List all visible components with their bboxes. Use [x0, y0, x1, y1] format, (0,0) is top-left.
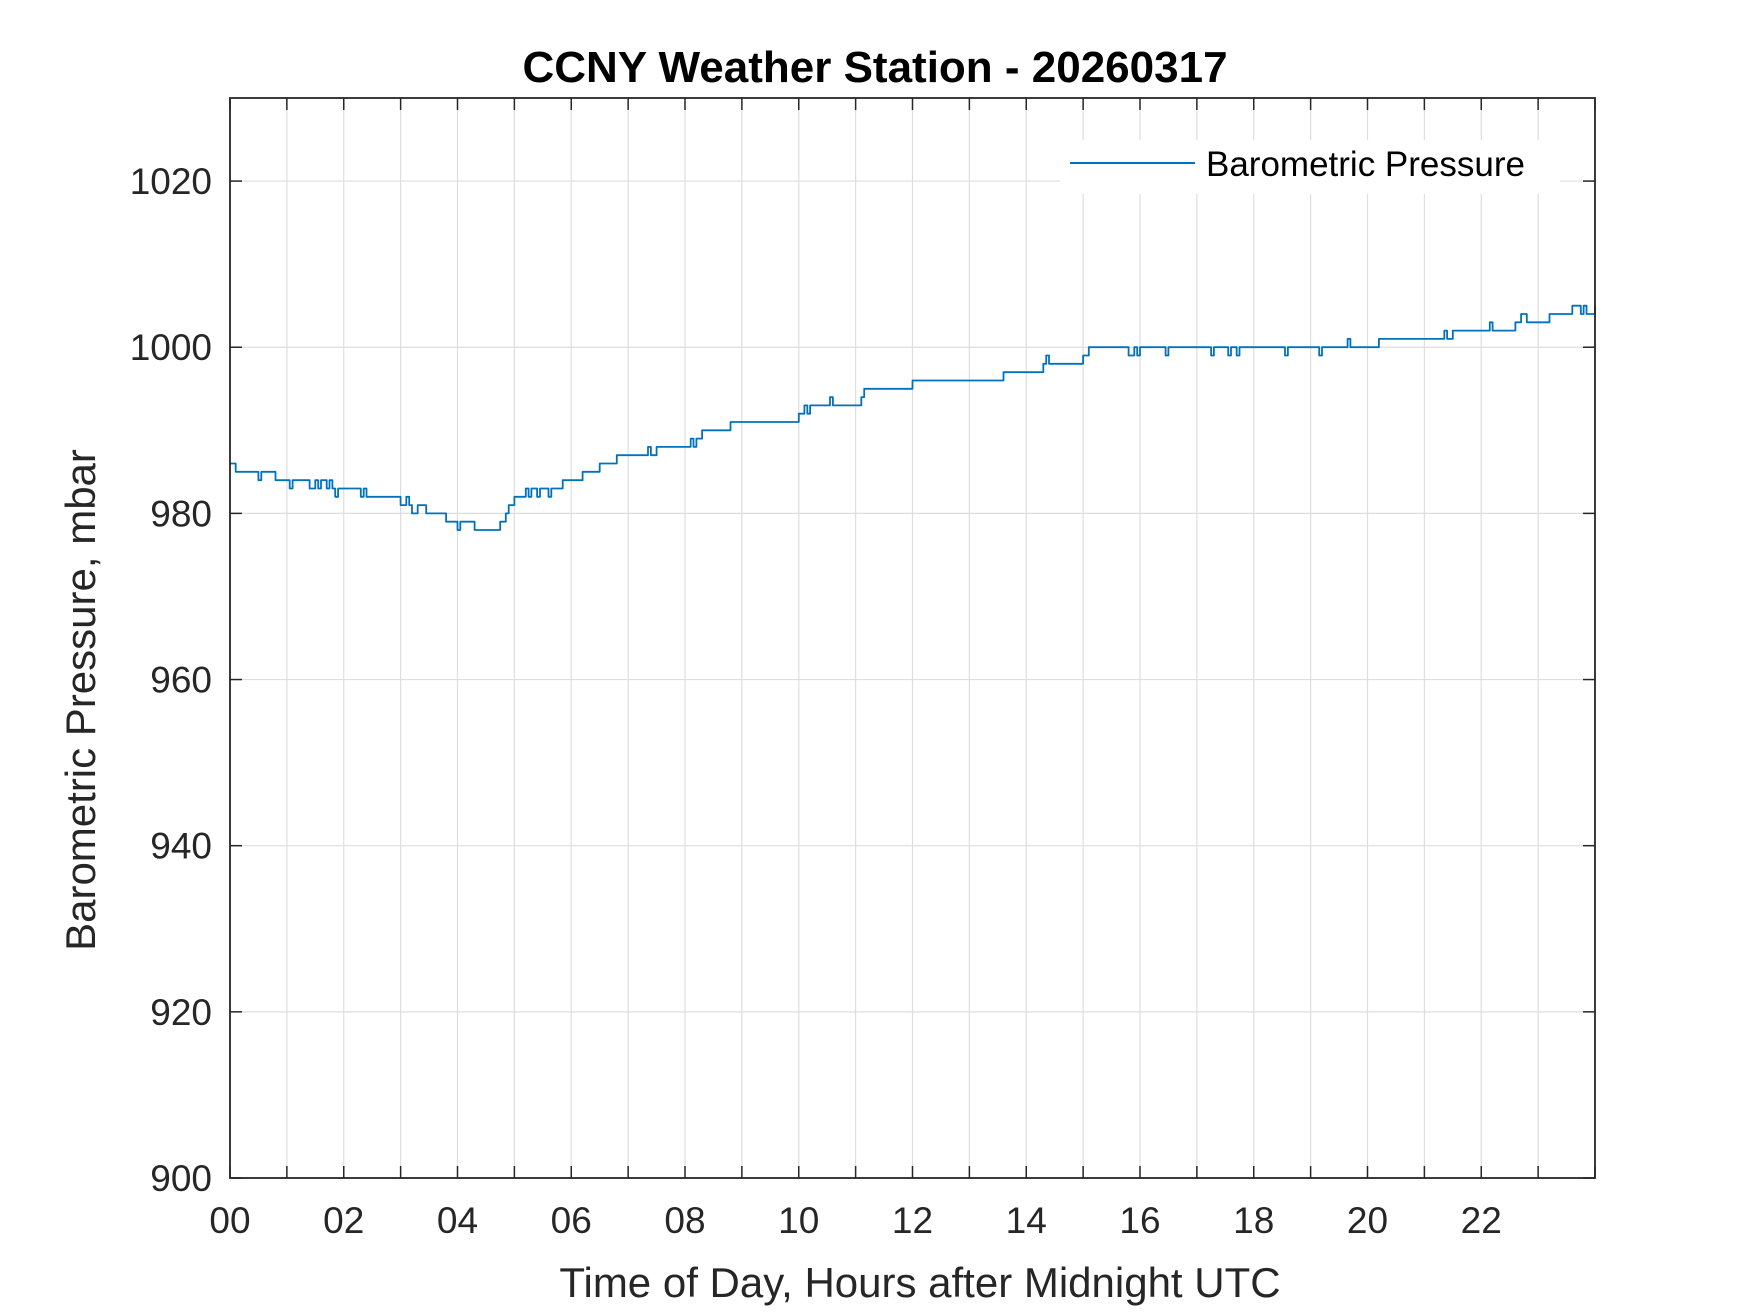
x-tick-label: 06	[551, 1200, 592, 1241]
x-tick-label: 14	[1006, 1200, 1047, 1241]
plot-area	[230, 304, 1596, 531]
series-line-barometric-pressure	[230, 304, 1596, 531]
x-axis-label: Time of Day, Hours after Midnight UTC	[559, 1259, 1280, 1306]
x-tick-label: 02	[323, 1200, 364, 1241]
y-tick-label: 980	[150, 493, 212, 534]
legend-box	[1060, 140, 1560, 194]
x-tick-label: 04	[437, 1200, 478, 1241]
y-tick-label: 940	[150, 826, 212, 867]
legend-label-barometric-pressure: Barometric Pressure	[1206, 145, 1525, 184]
x-tick-label: 20	[1347, 1200, 1388, 1241]
y-tick-label: 900	[150, 1158, 212, 1199]
x-tick-label: 22	[1461, 1200, 1502, 1241]
tick-labels: 00 02 04 06 08 10 12 14 16 18 20 22 900 920 940 960 980 1…	[130, 161, 1502, 1241]
y-tick-label: 960	[150, 660, 212, 701]
axes-frame	[229, 97, 1596, 1179]
x-tick-label: 16	[1119, 1200, 1160, 1241]
y-axis-label: Barometric Pressure, mbar	[57, 449, 104, 951]
y-tick-label: 920	[150, 992, 212, 1033]
chart-title: CCNY Weather Station - 20260317	[522, 43, 1227, 92]
y-tick-label: 1020	[130, 161, 212, 202]
x-tick-label: 12	[892, 1200, 933, 1241]
y-tick-label: 1000	[130, 327, 212, 368]
x-tick-label: 10	[778, 1200, 819, 1241]
x-tick-label: 18	[1233, 1200, 1274, 1241]
x-tick-label: 08	[664, 1200, 705, 1241]
x-tick-label: 00	[209, 1200, 250, 1241]
legend: Barometric Pressure	[1060, 140, 1560, 194]
